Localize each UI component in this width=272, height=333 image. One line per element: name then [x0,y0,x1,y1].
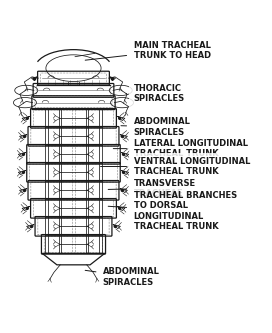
Circle shape [119,207,121,209]
Circle shape [122,153,125,155]
Circle shape [24,189,26,191]
Circle shape [33,78,36,80]
Circle shape [22,153,24,155]
Circle shape [31,225,33,227]
Circle shape [24,135,26,137]
Text: TRACHEAL BRANCHES
TO DORSAL
LONGITUDINAL
TRACHEAL TRUNK: TRACHEAL BRANCHES TO DORSAL LONGITUDINAL… [108,191,237,231]
Circle shape [26,207,28,209]
Circle shape [121,135,123,137]
Text: MAIN TRACHEAL
TRUNK TO HEAD: MAIN TRACHEAL TRUNK TO HEAD [85,41,211,60]
Text: THORACIC
SPIRACLES: THORACIC SPIRACLES [126,84,185,104]
Text: VENTRAL LONGITUDINAL
TRACHEAL TRUNK: VENTRAL LONGITUDINAL TRACHEAL TRUNK [101,157,250,176]
Circle shape [121,189,123,191]
Circle shape [119,117,121,119]
Text: ABDOMINAL
SPIRACLES: ABDOMINAL SPIRACLES [121,117,190,137]
Text: LATERAL LONGITUDINAL
TRACHEAL TRUNK: LATERAL LONGITUDINAL TRACHEAL TRUNK [113,139,248,158]
Circle shape [114,225,116,227]
Circle shape [112,78,113,80]
Circle shape [22,171,24,173]
Text: TRANSVERSE
TRACHEAE: TRANSVERSE TRACHEAE [108,178,196,198]
Circle shape [122,171,125,173]
Text: ABDOMINAL
SPIRACLES: ABDOMINAL SPIRACLES [85,267,160,286]
Circle shape [26,117,28,119]
